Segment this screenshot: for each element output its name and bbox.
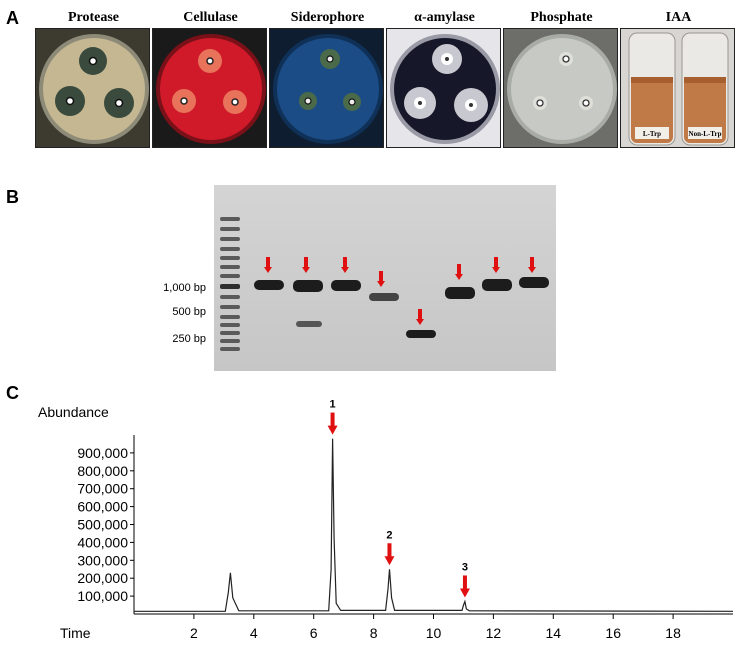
ladder-label-250: 250 bp bbox=[172, 333, 206, 345]
x-tick-label: 18 bbox=[665, 625, 681, 641]
plate-phosphate bbox=[503, 28, 618, 148]
peak-arrow-head bbox=[459, 588, 470, 598]
peak-arrow-shaft bbox=[387, 543, 392, 558]
panel-a-label: A bbox=[6, 8, 19, 28]
iaa-tubes: L-Trp Non-L-Trp bbox=[620, 28, 735, 148]
plate-title-amylase: α-amylase bbox=[414, 10, 475, 25]
iaa-tubes-photo: L-Trp Non-L-Trp bbox=[621, 29, 734, 147]
y-tick-label: 900,000 bbox=[77, 445, 128, 461]
plate-title-protease: Protease bbox=[67, 10, 120, 25]
plate-title-phosphate: Phosphate bbox=[530, 10, 593, 25]
plate-title-cellulase: Cellulase bbox=[183, 10, 238, 25]
cellulase-plate-photo bbox=[153, 29, 266, 147]
panel-c-label: C bbox=[6, 383, 19, 403]
siderophore-plate-photo bbox=[270, 29, 383, 147]
tube-label-l-trp: L-Trp bbox=[643, 130, 661, 138]
band-arrows bbox=[264, 257, 536, 325]
peak-label: 1 bbox=[330, 399, 336, 411]
x-tick-label: 8 bbox=[370, 625, 378, 641]
plate-cellulase bbox=[152, 28, 267, 148]
y-tick-label: 600,000 bbox=[77, 499, 128, 515]
agarose-gel bbox=[214, 185, 556, 371]
amylase-plate-photo bbox=[387, 29, 500, 147]
x-tick-label: 6 bbox=[310, 625, 318, 641]
y-tick-label: 200,000 bbox=[77, 570, 128, 586]
x-tick-label: 2 bbox=[190, 625, 198, 641]
chromatogram-chart: Abundance Time 2 4 6 8 10 12 14 16 18100,000200,… bbox=[38, 399, 734, 641]
y-tick-label: 300,000 bbox=[77, 552, 128, 568]
x-tick-label: 10 bbox=[426, 625, 442, 641]
peak-label: 3 bbox=[462, 561, 468, 573]
dna-ladder bbox=[220, 217, 240, 351]
chart-ticks: 2 4 6 8 10 12 14 16 18 100,000 200,000 300,000 400,0… bbox=[77, 445, 681, 641]
peak-arrow-shaft bbox=[462, 575, 467, 590]
abundance-trace bbox=[134, 438, 734, 612]
phosphate-plate-photo bbox=[504, 29, 617, 147]
plate-protease bbox=[35, 28, 150, 148]
x-tick-label: 16 bbox=[605, 625, 621, 641]
y-tick-label: 500,000 bbox=[77, 517, 128, 533]
y-tick-label: 100,000 bbox=[77, 588, 128, 604]
peak-label: 2 bbox=[386, 529, 392, 541]
ladder-label-1000: 1,000 bp bbox=[163, 282, 206, 294]
peak-arrow-head bbox=[327, 425, 338, 435]
x-axis-title: Time bbox=[60, 625, 91, 641]
y-tick-label: 800,000 bbox=[77, 463, 128, 479]
chart-axes bbox=[133, 435, 733, 615]
plate-amylase bbox=[386, 28, 501, 148]
y-axis-title: Abundance bbox=[38, 404, 109, 420]
sample-bands bbox=[254, 277, 549, 338]
protease-plate-photo bbox=[36, 29, 149, 147]
panel-b-label: B bbox=[6, 187, 19, 207]
plate-title-iaa: IAA bbox=[665, 10, 692, 25]
peak-markers: 1 2 3 bbox=[327, 399, 470, 598]
x-tick-label: 4 bbox=[250, 625, 258, 641]
y-tick-label: 700,000 bbox=[77, 481, 128, 497]
tube-label-non-l-trp: Non-L-Trp bbox=[689, 130, 722, 138]
plate-siderophore bbox=[269, 28, 384, 148]
gel-image bbox=[214, 185, 556, 371]
ladder-label-500: 500 bp bbox=[172, 306, 206, 318]
peak-arrow-shaft bbox=[330, 412, 335, 427]
chromatogram-panel: Abundance Time 2 4 6 8 10 12 14 16 18 100,000 200,… bbox=[0, 380, 741, 646]
chart-series bbox=[134, 438, 734, 612]
y-tick-label: 400,000 bbox=[77, 534, 128, 550]
peak-arrow-head bbox=[384, 556, 395, 566]
x-tick-label: 14 bbox=[546, 625, 562, 641]
plate-title-siderophore: Siderophore bbox=[290, 10, 365, 25]
x-tick-label: 12 bbox=[486, 625, 502, 641]
